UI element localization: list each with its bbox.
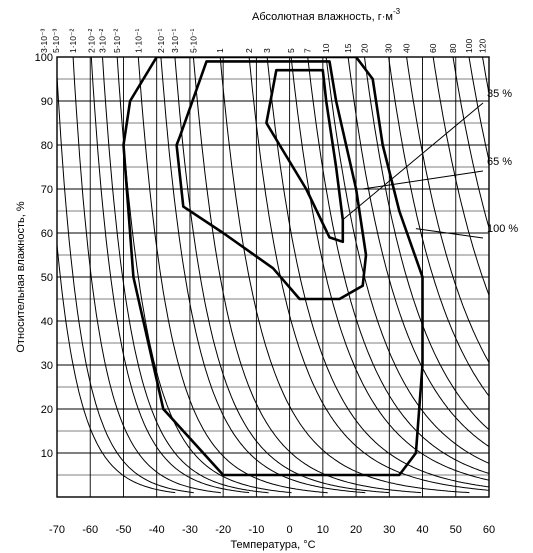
x-tick-label: 10 bbox=[317, 524, 329, 536]
top-tick-label: 1·10⁻² bbox=[68, 29, 78, 53]
top-tick-label: 5·10⁻¹ bbox=[188, 29, 198, 53]
top-tick-label: 3·10⁻² bbox=[97, 29, 107, 53]
absolute-humidity-curves bbox=[57, 57, 489, 494]
y-tick-label: 80 bbox=[41, 140, 53, 152]
absolute-humidity-curve bbox=[347, 57, 489, 448]
absolute-humidity-curve bbox=[57, 239, 176, 494]
series-line bbox=[175, 60, 368, 301]
top-tick-label: 80 bbox=[448, 43, 458, 53]
absolute-humidity-curve bbox=[307, 57, 489, 474]
top-tick-label: 1·10⁻¹ bbox=[133, 29, 143, 53]
top-tick-label: 5·10⁻³ bbox=[51, 29, 61, 53]
x-tick-label: -40 bbox=[149, 524, 165, 536]
top-tick-label: 20 bbox=[359, 43, 369, 53]
y-tick-label: 90 bbox=[41, 96, 53, 108]
top-tick-label: 1 bbox=[215, 48, 225, 53]
x-tick-label: -20 bbox=[215, 524, 231, 536]
top-axis-label: Абсолютная влажность, г·м-3 bbox=[252, 7, 401, 23]
y-tick-label: 100 bbox=[35, 52, 53, 64]
y-tick-label: 20 bbox=[41, 404, 53, 416]
series-label: 65 % bbox=[487, 156, 512, 168]
x-tick-label: 30 bbox=[383, 524, 395, 536]
absolute-humidity-curve bbox=[57, 67, 194, 494]
x-tick-labels: -70 -60 -50 -40 -30 -20 -10 0 10 20 30 4… bbox=[49, 524, 495, 536]
absolute-humidity-curve bbox=[102, 57, 269, 494]
top-tick-label: 3·10⁻¹ bbox=[170, 29, 180, 53]
absolute-humidity-curve bbox=[72, 57, 221, 494]
absolute-humidity-curve bbox=[432, 57, 489, 297]
x-tick-label: 60 bbox=[483, 524, 495, 536]
x-tick-label: -70 bbox=[49, 524, 65, 536]
top-tick-label: 120 bbox=[477, 39, 487, 53]
absolute-humidity-curve bbox=[174, 57, 390, 494]
grid bbox=[56, 57, 490, 497]
top-tick-label: 5 bbox=[286, 48, 296, 53]
top-tick-label: 30 bbox=[384, 43, 394, 53]
top-tick-label: 3·10⁻³ bbox=[39, 29, 49, 53]
absolute-humidity-curve bbox=[116, 57, 292, 494]
top-tick-label: 2·10⁻¹ bbox=[156, 29, 166, 53]
top-tick-labels: 3·10⁻³ 5·10⁻³ 1·10⁻² 2·10⁻² 3·10⁻² 5·10⁻² 1·10… bbox=[39, 29, 488, 53]
x-tick-label: 50 bbox=[450, 524, 462, 536]
absolute-humidity-curve bbox=[248, 57, 489, 491]
series-line bbox=[122, 57, 424, 477]
absolute-humidity-curve bbox=[137, 57, 328, 494]
y-tick-label: 30 bbox=[41, 360, 53, 372]
x-tick-label: -30 bbox=[182, 524, 198, 536]
top-tick-label: 2 bbox=[244, 48, 254, 53]
y-tick-label: 40 bbox=[41, 316, 53, 328]
x-tick-label: -10 bbox=[248, 524, 264, 536]
absolute-humidity-curve bbox=[219, 57, 470, 494]
top-tick-label: 3 bbox=[262, 48, 272, 53]
absolute-humidity-curve bbox=[90, 57, 250, 494]
x-tick-label: -50 bbox=[116, 524, 132, 536]
top-tick-label: 15 bbox=[343, 43, 353, 53]
x-axis-label: Температура, °С bbox=[230, 539, 315, 551]
callout-leader bbox=[415, 228, 484, 239]
top-tick-label: 60 bbox=[428, 43, 438, 53]
top-axis-label-text: Абсолютная влажность, г·м bbox=[252, 11, 393, 23]
absolute-humidity-curve bbox=[325, 57, 489, 464]
absolute-humidity-curve bbox=[388, 57, 489, 397]
absolute-humidity-curve bbox=[482, 57, 489, 97]
plot-frame bbox=[56, 56, 490, 498]
series-label: 35 % bbox=[487, 88, 512, 100]
y-axis-label: Относительная влажность, % bbox=[15, 201, 27, 353]
series-callouts: 35 % 65 % 100 % bbox=[342, 88, 518, 239]
top-axis-label-exponent: -3 bbox=[393, 7, 401, 16]
top-tick-label: 100 bbox=[464, 39, 474, 53]
top-tick-label: 10 bbox=[321, 43, 331, 53]
absolute-humidity-curve bbox=[452, 57, 489, 230]
top-tick-label: 40 bbox=[402, 43, 412, 53]
callout-leader bbox=[342, 102, 484, 221]
absolute-humidity-curve bbox=[364, 57, 489, 431]
y-tick-labels: 10 20 30 40 50 60 70 80 90 100 bbox=[35, 52, 53, 460]
callout-leader bbox=[362, 170, 484, 190]
x-tick-label: 40 bbox=[416, 524, 428, 536]
absolute-humidity-curve bbox=[406, 57, 489, 364]
x-tick-label: 20 bbox=[350, 524, 362, 536]
top-tick-label: 7 bbox=[303, 48, 313, 53]
absolute-humidity-curve bbox=[266, 57, 489, 488]
series-group bbox=[122, 57, 424, 477]
series-label: 100 % bbox=[487, 223, 518, 235]
absolute-humidity-curve bbox=[290, 57, 489, 481]
y-tick-label: 70 bbox=[41, 184, 53, 196]
top-tick-label: 5·10⁻² bbox=[112, 29, 122, 53]
x-tick-label: 0 bbox=[287, 524, 293, 536]
absolute-humidity-curve bbox=[192, 57, 422, 494]
top-tick-label: 2·10⁻² bbox=[86, 29, 96, 53]
y-tick-label: 10 bbox=[41, 448, 53, 460]
y-tick-label: 60 bbox=[41, 228, 53, 240]
y-tick-label: 50 bbox=[41, 272, 53, 284]
absolute-humidity-curve bbox=[160, 57, 366, 494]
x-tick-label: -60 bbox=[82, 524, 98, 536]
